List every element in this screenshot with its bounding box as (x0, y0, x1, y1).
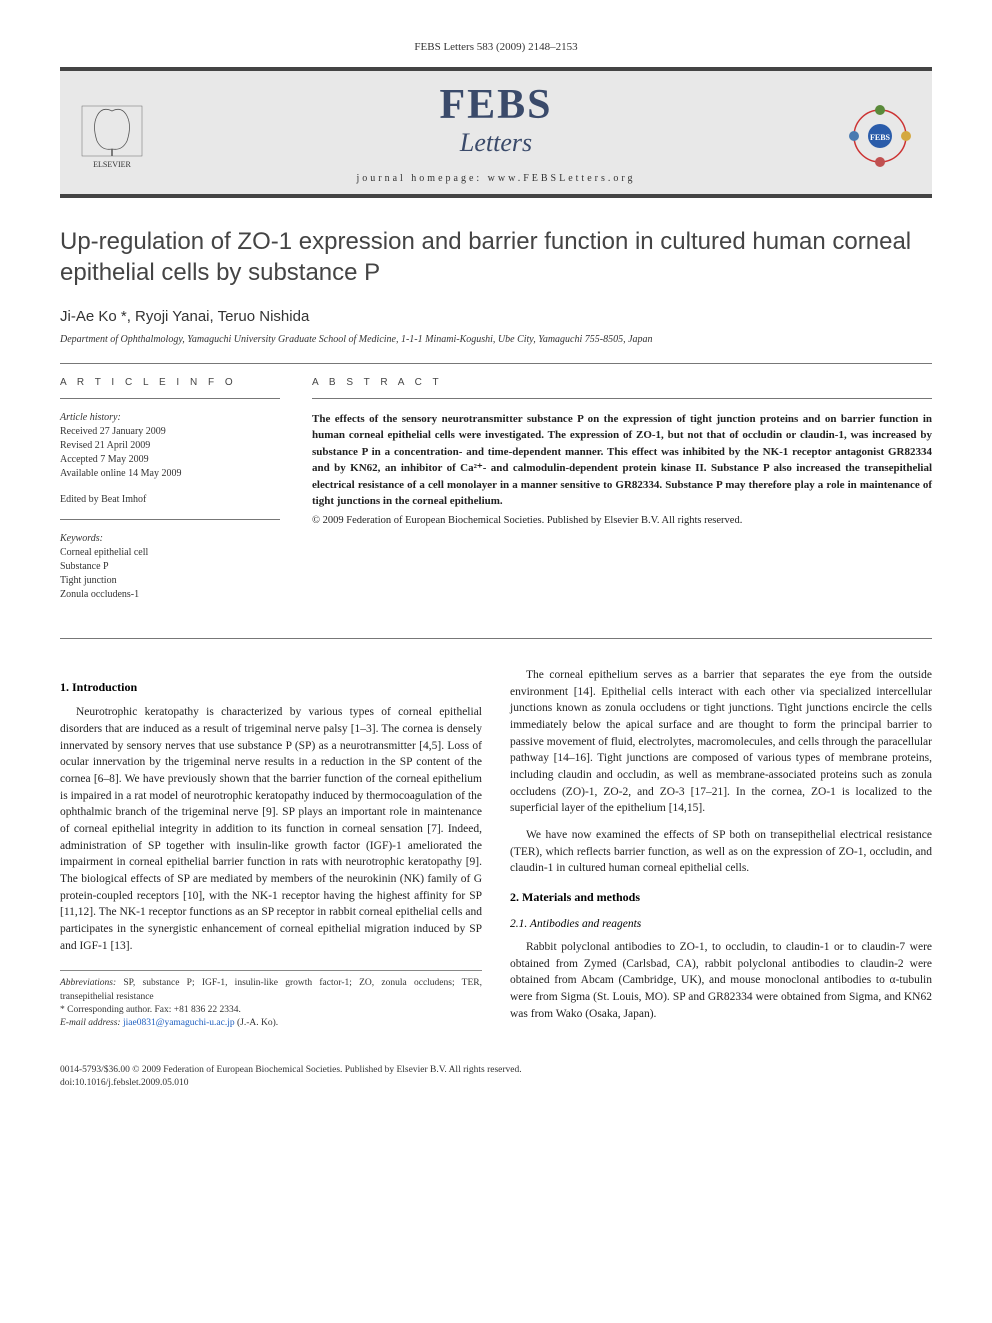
body-paragraph: Neurotrophic keratopathy is characterize… (60, 704, 482, 954)
article-history: Article history: Received 27 January 200… (60, 411, 280, 481)
page-footer: 0014-5793/$36.00 © 2009 Federation of Eu… (60, 1056, 932, 1091)
journal-header-box: ELSEVIER FEBS Letters journal homepage: … (60, 67, 932, 197)
body-paragraph: Rabbit polyclonal antibodies to ZO-1, to… (510, 939, 932, 1022)
body-paragraph: The corneal epithelium serves as a barri… (510, 667, 932, 817)
abstract-column: A B S T R A C T The effects of the senso… (312, 376, 932, 614)
section-heading-mm: 2. Materials and methods (510, 889, 932, 906)
article-info-column: A R T I C L E I N F O Article history: R… (60, 376, 280, 614)
body-paragraph: We have now examined the effects of SP b… (510, 827, 932, 877)
society-logo: FEBS (840, 101, 920, 171)
journal-subname: Letters (152, 125, 840, 161)
abstract-copyright: © 2009 Federation of European Biochemica… (312, 514, 932, 529)
email-link[interactable]: jiae0831@yamaguchi-u.ac.jp (123, 1018, 235, 1028)
divider (60, 638, 932, 639)
article-info-label: A R T I C L E I N F O (60, 376, 280, 390)
abstract-text: The effects of the sensory neurotransmit… (312, 411, 932, 510)
journal-homepage[interactable]: journal homepage: www.FEBSLetters.org (152, 172, 840, 186)
publisher-logo: ELSEVIER (72, 101, 152, 171)
subsection-heading: 2.1. Antibodies and reagents (510, 916, 932, 933)
journal-name: FEBS (152, 87, 840, 125)
journal-title-block: FEBS Letters journal homepage: www.FEBSL… (152, 87, 840, 185)
svg-text:ELSEVIER: ELSEVIER (93, 160, 131, 169)
article-title: Up-regulation of ZO-1 expression and bar… (60, 226, 932, 288)
authors: Ji-Ae Ko *, Ryoji Yanai, Teruo Nishida (60, 306, 932, 327)
meta-abstract-row: A R T I C L E I N F O Article history: R… (60, 376, 932, 614)
affiliation: Department of Ophthalmology, Yamaguchi U… (60, 333, 932, 347)
svg-text:FEBS: FEBS (870, 133, 891, 142)
keywords-block: Keywords: Corneal epithelial cell Substa… (60, 532, 280, 602)
divider (60, 363, 932, 364)
abstract-label: A B S T R A C T (312, 376, 932, 390)
citation-header: FEBS Letters 583 (2009) 2148–2153 (60, 40, 932, 55)
editor-line: Edited by Beat Imhof (60, 493, 280, 507)
section-heading-intro: 1. Introduction (60, 679, 482, 696)
divider (60, 519, 280, 520)
divider (312, 398, 932, 399)
body-columns: 1. Introduction Neurotrophic keratopathy… (60, 667, 932, 1032)
footnote-block: Abbreviations: SP, substance P; IGF-1, i… (60, 970, 482, 1030)
divider (60, 398, 280, 399)
